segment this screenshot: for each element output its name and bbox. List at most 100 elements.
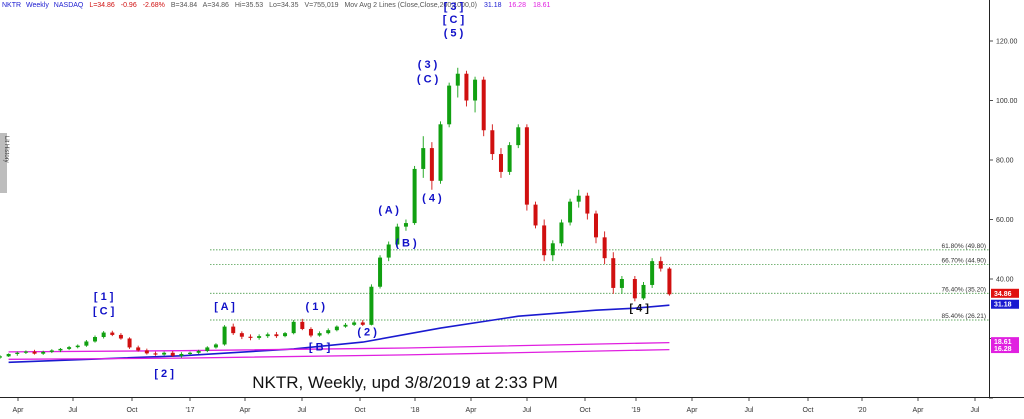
- fib-level-label: 76.40% (35.20): [942, 286, 986, 293]
- header-volume: V=755,019: [304, 2, 338, 9]
- candle: [326, 328, 331, 335]
- candle-body: [127, 338, 132, 348]
- candle-body: [257, 336, 262, 338]
- y-tick-label: 100.00: [996, 98, 1018, 105]
- wave-label: [ 1 ]: [94, 291, 114, 303]
- x-tick-label: Oct: [580, 407, 591, 414]
- candle: [667, 267, 672, 296]
- candle-body: [188, 352, 193, 354]
- candle-body: [438, 124, 443, 181]
- fib-level-label: 61.80% (49.80): [942, 243, 986, 250]
- moving-average-line: [8, 341, 670, 353]
- header-line: NKTR Weekly NASDAQ L=34.86 -0.96 -2.68% …: [2, 2, 551, 9]
- header-ma-value-3: 18.61: [533, 2, 551, 9]
- candle-body: [667, 268, 672, 295]
- candle: [248, 334, 253, 341]
- candle-body: [641, 284, 646, 299]
- side-tab[interactable]: Lit History: [0, 133, 9, 193]
- wave-label: ( B ): [395, 237, 417, 249]
- candle-body: [58, 348, 63, 351]
- wave-label: [ C ]: [93, 306, 115, 318]
- candle-body: [360, 322, 365, 325]
- candle-body: [93, 337, 98, 342]
- y-tick-label: 60.00: [996, 217, 1014, 224]
- candle: [498, 148, 503, 178]
- candle-body: [6, 353, 11, 357]
- side-tab-background[interactable]: [0, 133, 7, 193]
- candle: [619, 276, 624, 294]
- candle-body: [222, 326, 227, 345]
- candle-body: [550, 243, 555, 256]
- candle: [49, 349, 54, 354]
- candle-body: [524, 127, 529, 205]
- candle-body: [49, 350, 54, 352]
- price-badge-box: [991, 299, 1019, 309]
- candle-body: [265, 334, 270, 337]
- candle: [429, 142, 434, 190]
- candle-body: [196, 350, 201, 353]
- candle-body: [481, 79, 486, 131]
- candle: [403, 219, 408, 231]
- candle-body: [334, 326, 339, 331]
- candle: [110, 330, 115, 337]
- candle: [464, 70, 469, 107]
- candle-body: [619, 279, 624, 288]
- candle-body: [568, 201, 573, 223]
- moving-average-line: [8, 348, 670, 360]
- x-tick-label: Jul: [971, 407, 980, 414]
- wave-label: ( 4 ): [422, 193, 442, 205]
- elliott-wave-labels: [ 1 ] [ C ] [ 2 ] [ A ] [ B ] ( 1 ) ( 2 ) ( A )…: [93, 1, 649, 380]
- candle-body: [110, 332, 115, 335]
- wave-label: ( 5 ): [444, 28, 464, 40]
- y-tick-label: 80.00: [996, 158, 1014, 165]
- candle: [15, 351, 20, 356]
- candle-body: [542, 225, 547, 256]
- x-tick-label: '19: [631, 407, 640, 414]
- candle-body: [602, 237, 607, 259]
- x-tick-label: Oct: [355, 407, 366, 414]
- candle: [438, 121, 443, 184]
- candle: [641, 281, 646, 300]
- candle-body: [395, 226, 400, 245]
- candle-body: [585, 195, 590, 214]
- candle: [308, 327, 313, 338]
- candle-body: [447, 85, 452, 125]
- candle: [265, 332, 270, 338]
- candle: [602, 231, 607, 265]
- candle: [136, 345, 141, 352]
- header-ma-label: Mov Avg 2 Lines (Close,Close,200,1000,0): [344, 2, 477, 9]
- candle: [291, 320, 296, 335]
- candle: [257, 334, 262, 340]
- candle-body: [593, 213, 598, 238]
- candle: [650, 258, 655, 288]
- candle-body: [421, 148, 426, 169]
- candle-body: [300, 321, 305, 329]
- candle-body: [386, 244, 391, 258]
- candle-body: [153, 353, 158, 355]
- wave-label: [ 2 ]: [154, 368, 174, 380]
- fib-level-lines: 61.80% (49.80) 66.70% (44.90) 76.40% (35.2…: [210, 243, 989, 321]
- candle-body: [118, 334, 123, 339]
- candle-body: [41, 351, 46, 354]
- header-ma-value-2: 16.28: [508, 2, 526, 9]
- x-axis: Apr Jul Oct '17 Apr Jul Oct '18 Apr Jul Oct '19 Apr J…: [13, 397, 980, 414]
- candle: [127, 337, 132, 349]
- header-bid: B=34.84: [171, 2, 197, 9]
- candle: [153, 351, 158, 356]
- candle: [239, 331, 244, 340]
- candle: [188, 351, 193, 356]
- candle-body: [84, 341, 89, 346]
- header-change: -0.96: [121, 2, 137, 9]
- price-badge-box: [991, 288, 1019, 298]
- wave-label: [ 4 ]: [629, 303, 649, 315]
- candle: [213, 343, 218, 349]
- header-symbol: NKTR: [2, 2, 21, 9]
- candle: [196, 349, 201, 354]
- x-tick-label: Oct: [127, 407, 138, 414]
- header-ask: A=34.86: [203, 2, 229, 9]
- candle-body: [473, 79, 478, 101]
- moving-average-lines: [8, 304, 670, 364]
